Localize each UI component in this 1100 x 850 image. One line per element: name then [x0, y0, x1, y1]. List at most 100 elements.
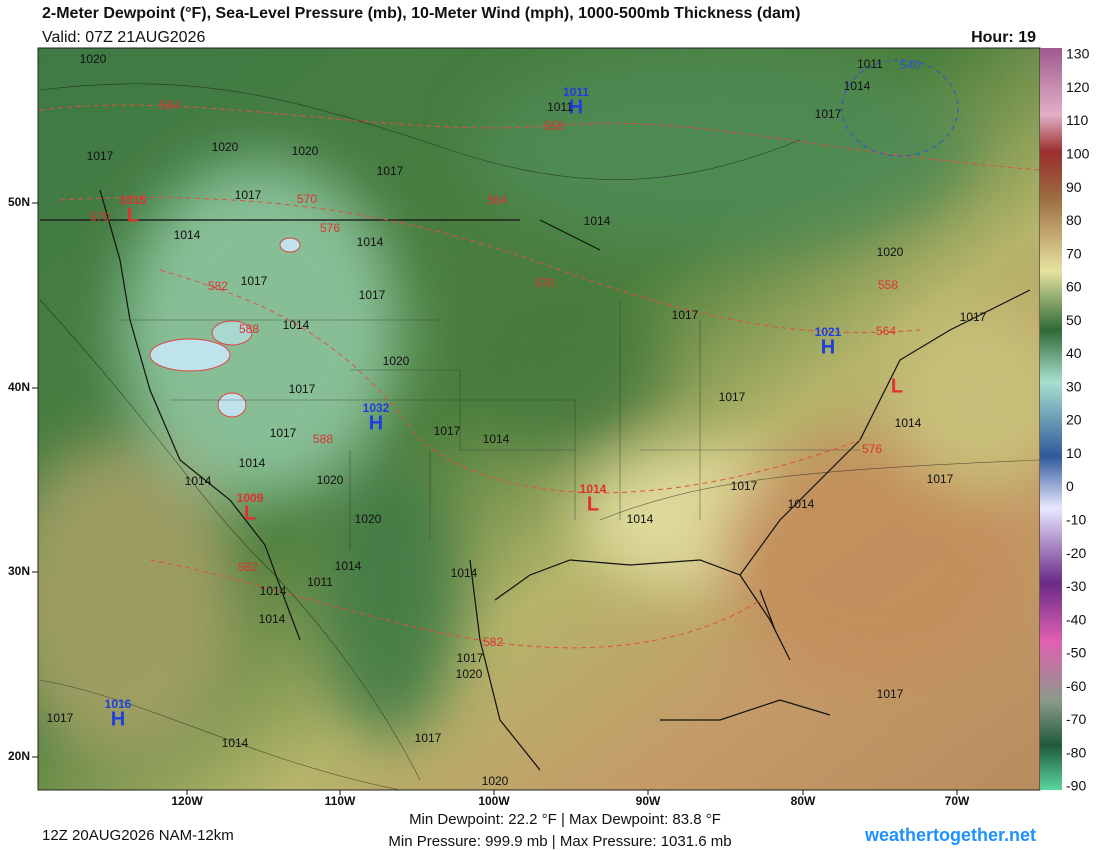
center-letter: L — [244, 502, 256, 524]
isobar-label: 1017 — [270, 426, 297, 440]
colorbar-label: 40 — [1066, 345, 1082, 361]
colorbar-label: 100 — [1066, 146, 1090, 162]
valid-time: Valid: 07Z 21AUG2026 — [42, 29, 205, 46]
isobar-label: 1017 — [415, 731, 442, 745]
colorbar-label: 10 — [1066, 445, 1082, 461]
thickness-label: 570 — [90, 210, 110, 224]
dewpoint-range: Min Dewpoint: 22.2 °F | Max Dewpoint: 83… — [409, 811, 721, 828]
thickness-label: 558 — [878, 278, 898, 292]
longitude-label: 80W — [791, 794, 816, 808]
isobar-label: 1017 — [235, 188, 262, 202]
colorbar-label: 20 — [1066, 412, 1082, 428]
pressure-range: Min Pressure: 999.9 mb | Max Pressure: 1… — [388, 833, 731, 850]
isobar-label: 1014 — [788, 497, 815, 511]
isobar-label: 1017 — [434, 424, 461, 438]
center-value: 1015 — [120, 193, 147, 207]
colorbar-label: -40 — [1066, 611, 1086, 627]
center-letter: L — [891, 375, 903, 397]
title: 2-Meter Dewpoint (°F), Sea-Level Pressur… — [42, 5, 800, 22]
colorbar-label: 90 — [1066, 179, 1082, 195]
isobar-label: 1014 — [174, 228, 201, 242]
longitude-label: 70W — [945, 794, 970, 808]
thickness-label: 588 — [239, 322, 259, 336]
thickness-label: 576 — [862, 442, 882, 456]
isobar-label: 1020 — [482, 774, 509, 788]
isobar-label: 1017 — [87, 149, 114, 163]
isobar-label: 1020 — [355, 512, 382, 526]
isobar-label: 1017 — [457, 651, 484, 665]
isobar-label: 1020 — [317, 473, 344, 487]
isobar-label: 1014 — [260, 584, 287, 598]
thickness-label: 570 — [535, 276, 555, 290]
colorbar-label: 110 — [1066, 112, 1089, 128]
colorbar-label: 60 — [1066, 279, 1082, 295]
colorbar-label: 70 — [1066, 245, 1082, 261]
forecast-hour: Hour: 19 — [971, 29, 1036, 46]
thickness-label: 582 — [238, 560, 258, 574]
isobar-label: 1017 — [359, 288, 386, 302]
isobar-label: 1017 — [927, 472, 954, 486]
isobar-label: 1014 — [185, 474, 212, 488]
isobar-label: 1017 — [289, 382, 316, 396]
colorbar-label: -70 — [1066, 711, 1086, 727]
longitude-label: 90W — [636, 794, 661, 808]
isobar-label: 1014 — [357, 235, 384, 249]
isobar-label: 1014 — [239, 456, 266, 470]
isobar-label: 1011 — [857, 57, 883, 71]
thickness-label: 582 — [208, 279, 228, 293]
site-name: weathertogether.net — [864, 825, 1036, 845]
colorbar-label: -50 — [1066, 645, 1086, 661]
isobar-label: 1017 — [815, 107, 842, 121]
center-value: 1009 — [237, 491, 264, 505]
thickness-label: 540 — [900, 58, 920, 72]
thickness-label: 564 — [876, 324, 896, 338]
thickness-label: 582 — [483, 635, 503, 649]
colorbar-label: 120 — [1066, 79, 1090, 95]
model-run: 12Z 20AUG2026 NAM-12km — [42, 827, 234, 844]
thickness-label: 558 — [544, 119, 564, 133]
latitude-label: 50N — [8, 195, 30, 209]
isobar-label: 1017 — [960, 310, 987, 324]
colorbar-label: -90 — [1066, 778, 1086, 794]
isobar-label: 1017 — [377, 164, 404, 178]
colorbar-label: -10 — [1066, 512, 1086, 528]
center-letter: H — [821, 336, 835, 358]
isobar-label: 1014 — [844, 79, 871, 93]
center-letter: H — [111, 708, 125, 730]
isobar-label: 1014 — [483, 432, 510, 446]
isobar-label: 1017 — [241, 274, 268, 288]
isobar-label: 1014 — [584, 214, 611, 228]
isobar-label: 1020 — [212, 140, 239, 154]
isobar-label: 1014 — [335, 559, 362, 573]
latitude-label: 30N — [8, 564, 30, 578]
isobar-label: 1017 — [672, 308, 699, 322]
colorbar-label: 50 — [1066, 312, 1082, 328]
isobar-label: 1017 — [719, 390, 746, 404]
colorbar-label: -20 — [1066, 545, 1086, 561]
isobar-label: 1020 — [383, 354, 410, 368]
isobar-label: 1017 — [47, 711, 74, 725]
latitude-label: 40N — [8, 380, 30, 394]
center-letter: L — [127, 204, 139, 226]
isobar-label: 1014 — [627, 512, 654, 526]
isobar-label: 1014 — [222, 736, 249, 750]
map — [38, 48, 1040, 790]
thickness-label: 570 — [297, 192, 317, 206]
isobar-label: 1014 — [895, 416, 922, 430]
longitude-label: 110W — [325, 794, 356, 808]
colorbar-label: -80 — [1066, 744, 1086, 760]
colorbar-label: 0 — [1066, 478, 1074, 494]
latitude-label: 20N — [8, 749, 30, 763]
isobar-label: 1014 — [451, 566, 478, 580]
center-value: 1011 — [563, 85, 589, 99]
isobar-label: 1020 — [877, 245, 904, 259]
isobar-label: 1014 — [283, 318, 310, 332]
isobar-label: 1011 — [307, 575, 333, 589]
thickness-label: 564 — [160, 98, 180, 112]
isobar-label: 1020 — [80, 52, 107, 66]
isobar-label: 1014 — [259, 612, 286, 626]
colorbar-label: -30 — [1066, 578, 1086, 594]
center-value: 1016 — [105, 697, 132, 711]
thickness-label: 588 — [313, 432, 333, 446]
